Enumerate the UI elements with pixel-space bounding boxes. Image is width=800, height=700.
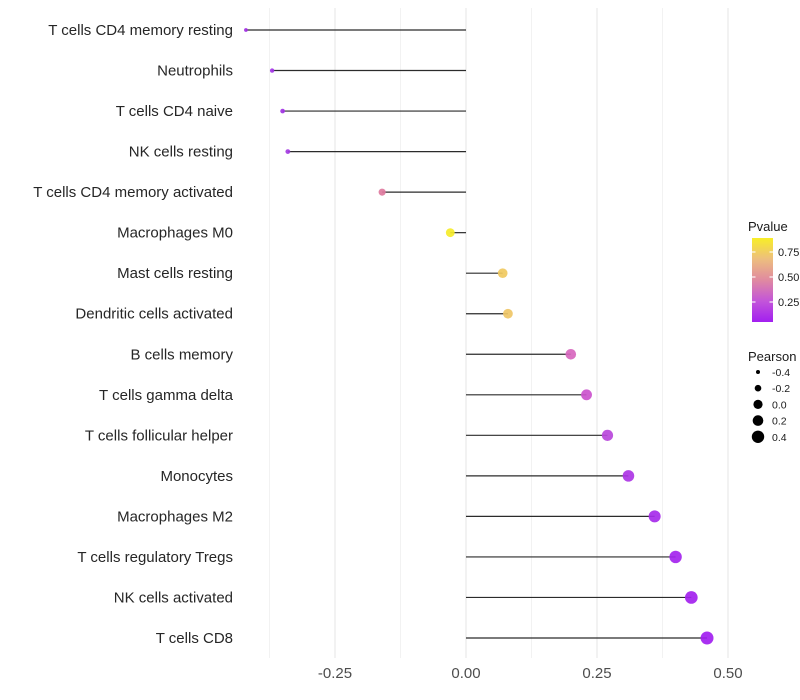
pearson-key-label: -0.4	[772, 367, 790, 379]
category-label: T cells follicular helper	[85, 427, 233, 444]
lollipop-dot	[497, 268, 508, 279]
lollipop-dot	[280, 108, 285, 114]
pearson-key-label: 0.0	[772, 399, 787, 411]
x-tick-label: 0.25	[582, 665, 611, 682]
lollipop-dot	[622, 470, 635, 482]
x-tick-label: 0.50	[713, 665, 742, 682]
category-label: Macrophages M2	[117, 508, 233, 525]
lollipop-dot	[601, 429, 614, 441]
lollipop-dot	[700, 631, 714, 645]
pearson-key-dot	[754, 384, 762, 392]
category-label: T cells CD4 naive	[116, 103, 233, 120]
pearson-key-dot	[756, 370, 760, 374]
x-tick-label: 0.00	[451, 665, 480, 682]
lollipop-dot	[269, 68, 275, 73]
lollipop-dot	[669, 550, 682, 564]
pearson-key-label: 0.2	[772, 416, 787, 428]
category-label: T cells regulatory Tregs	[77, 549, 233, 566]
pvalue-tick-label: 0.25	[778, 297, 799, 309]
category-label: NK cells resting	[129, 144, 233, 161]
lollipop-dot	[503, 308, 513, 319]
category-label: Dendritic cells activated	[75, 306, 233, 323]
x-tick-label: -0.25	[318, 665, 352, 682]
category-label: Monocytes	[160, 468, 233, 485]
category-label: T cells CD4 memory activated	[33, 184, 233, 201]
category-label: T cells gamma delta	[99, 387, 234, 404]
lollipop-dot	[445, 228, 455, 238]
lollipop-dot	[648, 510, 661, 523]
category-label: Mast cells resting	[117, 265, 233, 282]
lollipop-dot	[378, 188, 386, 196]
category-label: B cells memory	[130, 346, 233, 363]
lollipop-dot	[684, 591, 698, 604]
category-label: NK cells activated	[114, 589, 233, 606]
pvalue-gradient-bar	[752, 238, 773, 322]
pearson-key-dot	[753, 399, 763, 409]
lollipop-dot	[285, 149, 291, 154]
pvalue-tick-label: 0.75	[778, 247, 799, 259]
lollipop-dot	[565, 348, 577, 360]
category-label: T cells CD4 memory resting	[48, 22, 233, 39]
lollipop-dot	[581, 389, 592, 401]
pvalue-tick-label: 0.50	[778, 272, 799, 284]
category-label: Neutrophils	[157, 63, 233, 80]
category-label: Macrophages M0	[117, 225, 233, 242]
pearson-legend-title: Pearson	[748, 349, 796, 364]
category-label: T cells CD8	[156, 630, 233, 647]
pearson-key-label: 0.4	[772, 432, 787, 444]
pearson-key-label: -0.2	[772, 383, 790, 395]
pvalue-legend-title: Pvalue	[748, 219, 788, 234]
pearson-key-dot	[752, 415, 764, 426]
lollipop-dot	[244, 28, 248, 32]
pearson-key-dot	[751, 430, 765, 443]
